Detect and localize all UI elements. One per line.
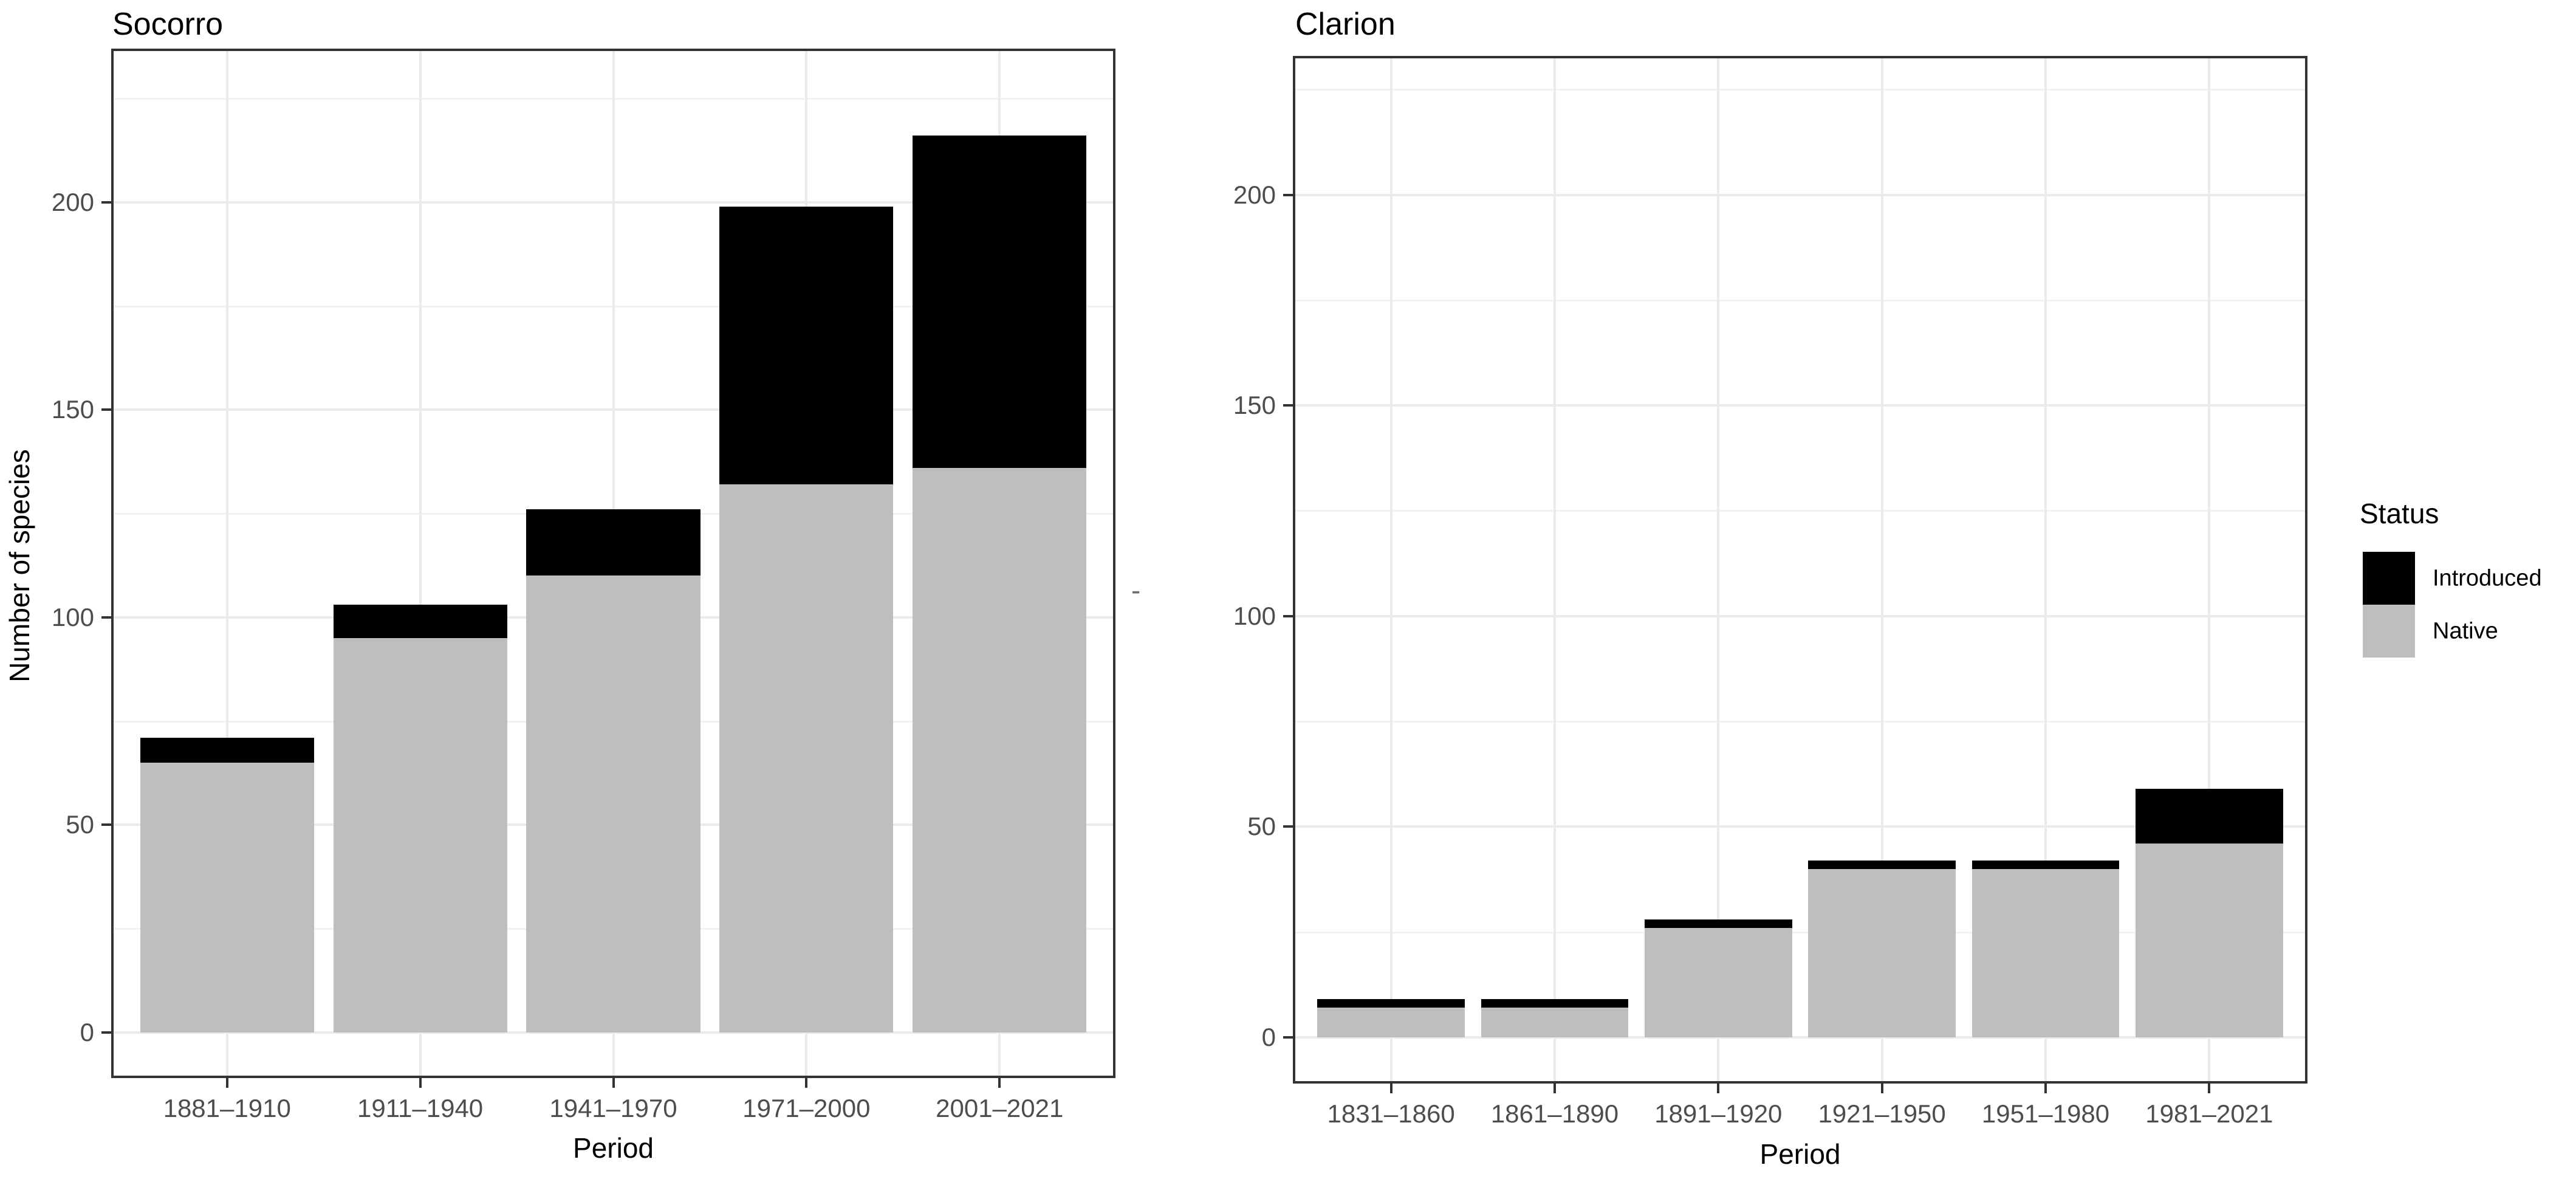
bar-introduced-segment: [1971, 860, 2120, 869]
x-major-gridline: [1553, 56, 1556, 1084]
x-tick-label: 1861–1890: [1490, 1099, 1619, 1128]
x-tick-mark: [1553, 1084, 1556, 1093]
x-tick-label: 1891–1920: [1654, 1099, 1783, 1128]
y-minor-gridline: [1293, 299, 2307, 301]
y-tick-label: 0: [80, 1017, 94, 1046]
bar-introduced-segment: [1645, 919, 1792, 928]
y-tick-mark: [1283, 193, 1293, 196]
clarion-y-axis-title: -: [1131, 574, 1141, 606]
x-tick-mark: [419, 1078, 422, 1088]
legend-swatch-native: [2363, 605, 2415, 658]
y-tick-mark: [1283, 825, 1293, 828]
bar-native-segment: [1971, 868, 2120, 1037]
x-tick-label: 1831–1860: [1327, 1099, 1455, 1128]
bar-introduced-segment: [1317, 999, 1465, 1008]
bar-introduced-segment: [526, 509, 701, 576]
x-tick-mark: [2044, 1084, 2047, 1093]
x-major-gridline: [2044, 56, 2047, 1084]
x-tick-mark: [225, 1078, 228, 1088]
legend: Status Introduced Native: [2360, 497, 2542, 658]
bar-introduced-segment: [333, 605, 507, 638]
bar-native-segment: [333, 637, 507, 1033]
x-tick-mark: [1880, 1084, 1883, 1093]
y-tick-mark: [1283, 404, 1293, 407]
bar-native-segment: [1808, 868, 1956, 1037]
bar-introduced-segment: [719, 206, 894, 485]
x-tick-mark: [998, 1078, 1001, 1088]
y-major-gridline: [1293, 614, 2307, 617]
y-tick-mark: [101, 823, 111, 826]
y-tick-mark: [1283, 614, 1293, 617]
socorro-x-axis-title: Period: [573, 1132, 654, 1164]
bar-native-segment: [1317, 1008, 1465, 1037]
y-minor-gridline: [1293, 89, 2307, 91]
bar-native-segment: [1481, 1008, 1629, 1037]
x-major-gridline: [419, 49, 422, 1078]
y-tick-label: 0: [1261, 1022, 1276, 1051]
x-tick-mark: [2208, 1084, 2211, 1093]
y-tick-mark: [101, 616, 111, 619]
y-tick-label: 200: [1233, 180, 1276, 209]
y-tick-label: 150: [51, 395, 94, 424]
bar-introduced-segment: [913, 136, 1087, 468]
bar-native-segment: [913, 467, 1087, 1033]
legend-label-native: Native: [2433, 618, 2498, 644]
legend-swatch-introduced: [2363, 552, 2415, 605]
x-tick-mark: [1717, 1084, 1720, 1093]
x-tick-label: 1911–1940: [357, 1094, 484, 1122]
y-major-gridline: [1293, 825, 2307, 828]
legend-label-introduced: Introduced: [2433, 565, 2542, 591]
y-major-gridline: [1293, 193, 2307, 196]
bar-introduced-segment: [140, 737, 314, 763]
clarion-x-axis-title: Period: [1759, 1138, 1841, 1170]
y-tick-mark: [101, 201, 111, 204]
bar-native-segment: [140, 762, 314, 1033]
legend-title: Status: [2360, 498, 2439, 529]
x-tick-label: 1951–1980: [1981, 1099, 2110, 1128]
x-tick-label: 1971–2000: [742, 1094, 871, 1122]
x-tick-mark: [805, 1078, 808, 1088]
x-tick-mark: [612, 1078, 615, 1088]
socorro-plot-title: Socorro: [112, 7, 224, 42]
x-tick-label: 1881–1910: [163, 1094, 291, 1122]
y-major-gridline: [1293, 1036, 2307, 1039]
y-tick-mark: [1283, 1036, 1293, 1039]
y-minor-gridline: [1293, 720, 2307, 723]
x-major-gridline: [2208, 56, 2211, 1084]
x-tick-label: 1981–2021: [2145, 1099, 2273, 1128]
clarion-plot-title: Clarion: [1295, 7, 1396, 42]
legend-item: Native: [2360, 605, 2498, 658]
bar-introduced-segment: [1808, 860, 1956, 869]
x-major-gridline: [1880, 56, 1883, 1084]
x-tick-label: 1941–1970: [549, 1094, 677, 1122]
x-tick-mark: [1389, 1084, 1392, 1093]
y-tick-label: 50: [1247, 812, 1276, 841]
y-tick-label: 100: [51, 602, 94, 631]
y-tick-label: 100: [1233, 601, 1276, 630]
clarion-panel: [1293, 56, 2307, 1084]
y-tick-mark: [101, 408, 111, 411]
x-tick-label: 1921–1950: [1818, 1099, 1946, 1128]
y-tick-label: 200: [51, 187, 94, 216]
socorro-y-axis-title: Number of species: [4, 449, 35, 682]
bar-native-segment: [719, 484, 894, 1033]
y-minor-gridline: [1293, 510, 2307, 512]
y-minor-gridline: [1293, 931, 2307, 933]
bar-introduced-segment: [1481, 999, 1629, 1008]
y-tick-label: 150: [1233, 391, 1276, 420]
x-major-gridline: [225, 49, 228, 1078]
bar-native-segment: [526, 576, 701, 1033]
y-tick-mark: [101, 1031, 111, 1034]
y-major-gridline: [1293, 404, 2307, 407]
x-major-gridline: [1389, 56, 1392, 1084]
bar-native-segment: [2136, 843, 2283, 1037]
bar-introduced-segment: [2136, 788, 2283, 844]
x-tick-label: 2001–2021: [936, 1094, 1064, 1122]
legend-item: Introduced: [2360, 552, 2542, 605]
socorro-panel: [111, 49, 1115, 1078]
bar-native-segment: [1645, 927, 1792, 1037]
y-tick-label: 50: [66, 810, 94, 839]
x-major-gridline: [1717, 56, 1720, 1084]
